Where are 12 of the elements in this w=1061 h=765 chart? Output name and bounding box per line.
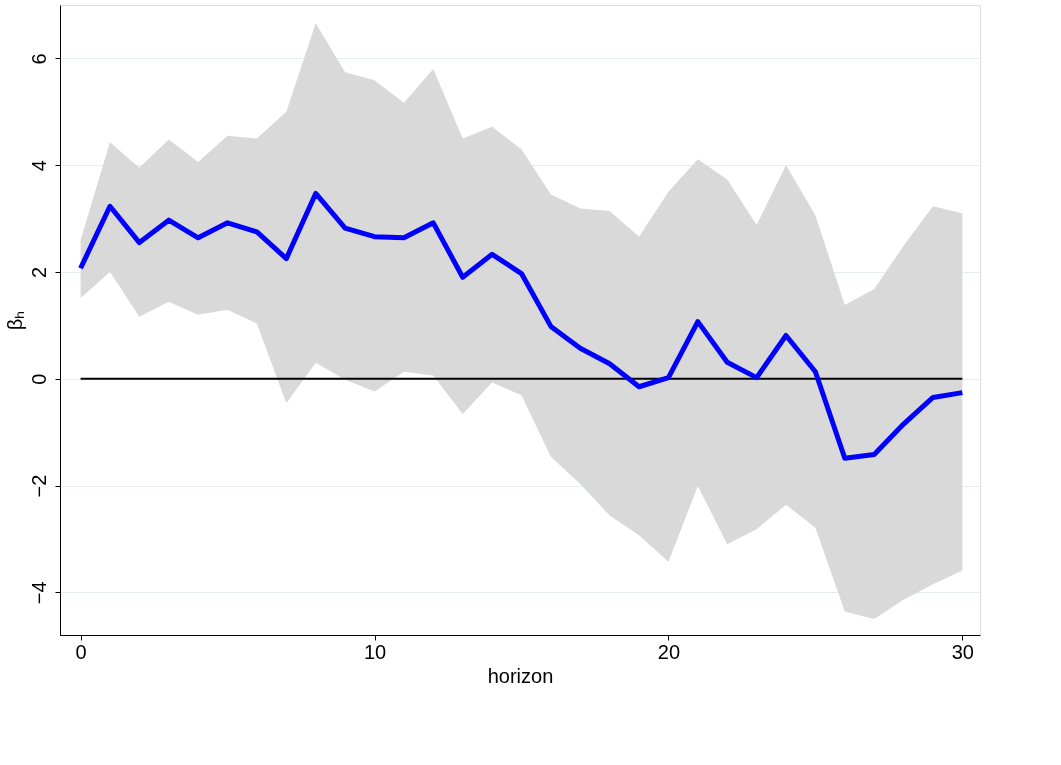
x-axis-title: horizon: [487, 664, 554, 687]
y-axis-title: βₕ: [3, 310, 26, 331]
y-tick-label: 2: [27, 266, 50, 279]
y-tick-label: 6: [27, 53, 50, 65]
y-tick-label: −2: [27, 474, 50, 498]
y-tick-label: 0: [27, 373, 50, 385]
x-tick-label: 0: [75, 640, 87, 663]
x-tick-label: 20: [657, 640, 681, 663]
x-tick-label: 10: [363, 640, 387, 663]
x-tick-label: 30: [951, 640, 974, 663]
y-tick-label: −4: [27, 581, 50, 605]
y-tick-label: 4: [27, 160, 50, 172]
